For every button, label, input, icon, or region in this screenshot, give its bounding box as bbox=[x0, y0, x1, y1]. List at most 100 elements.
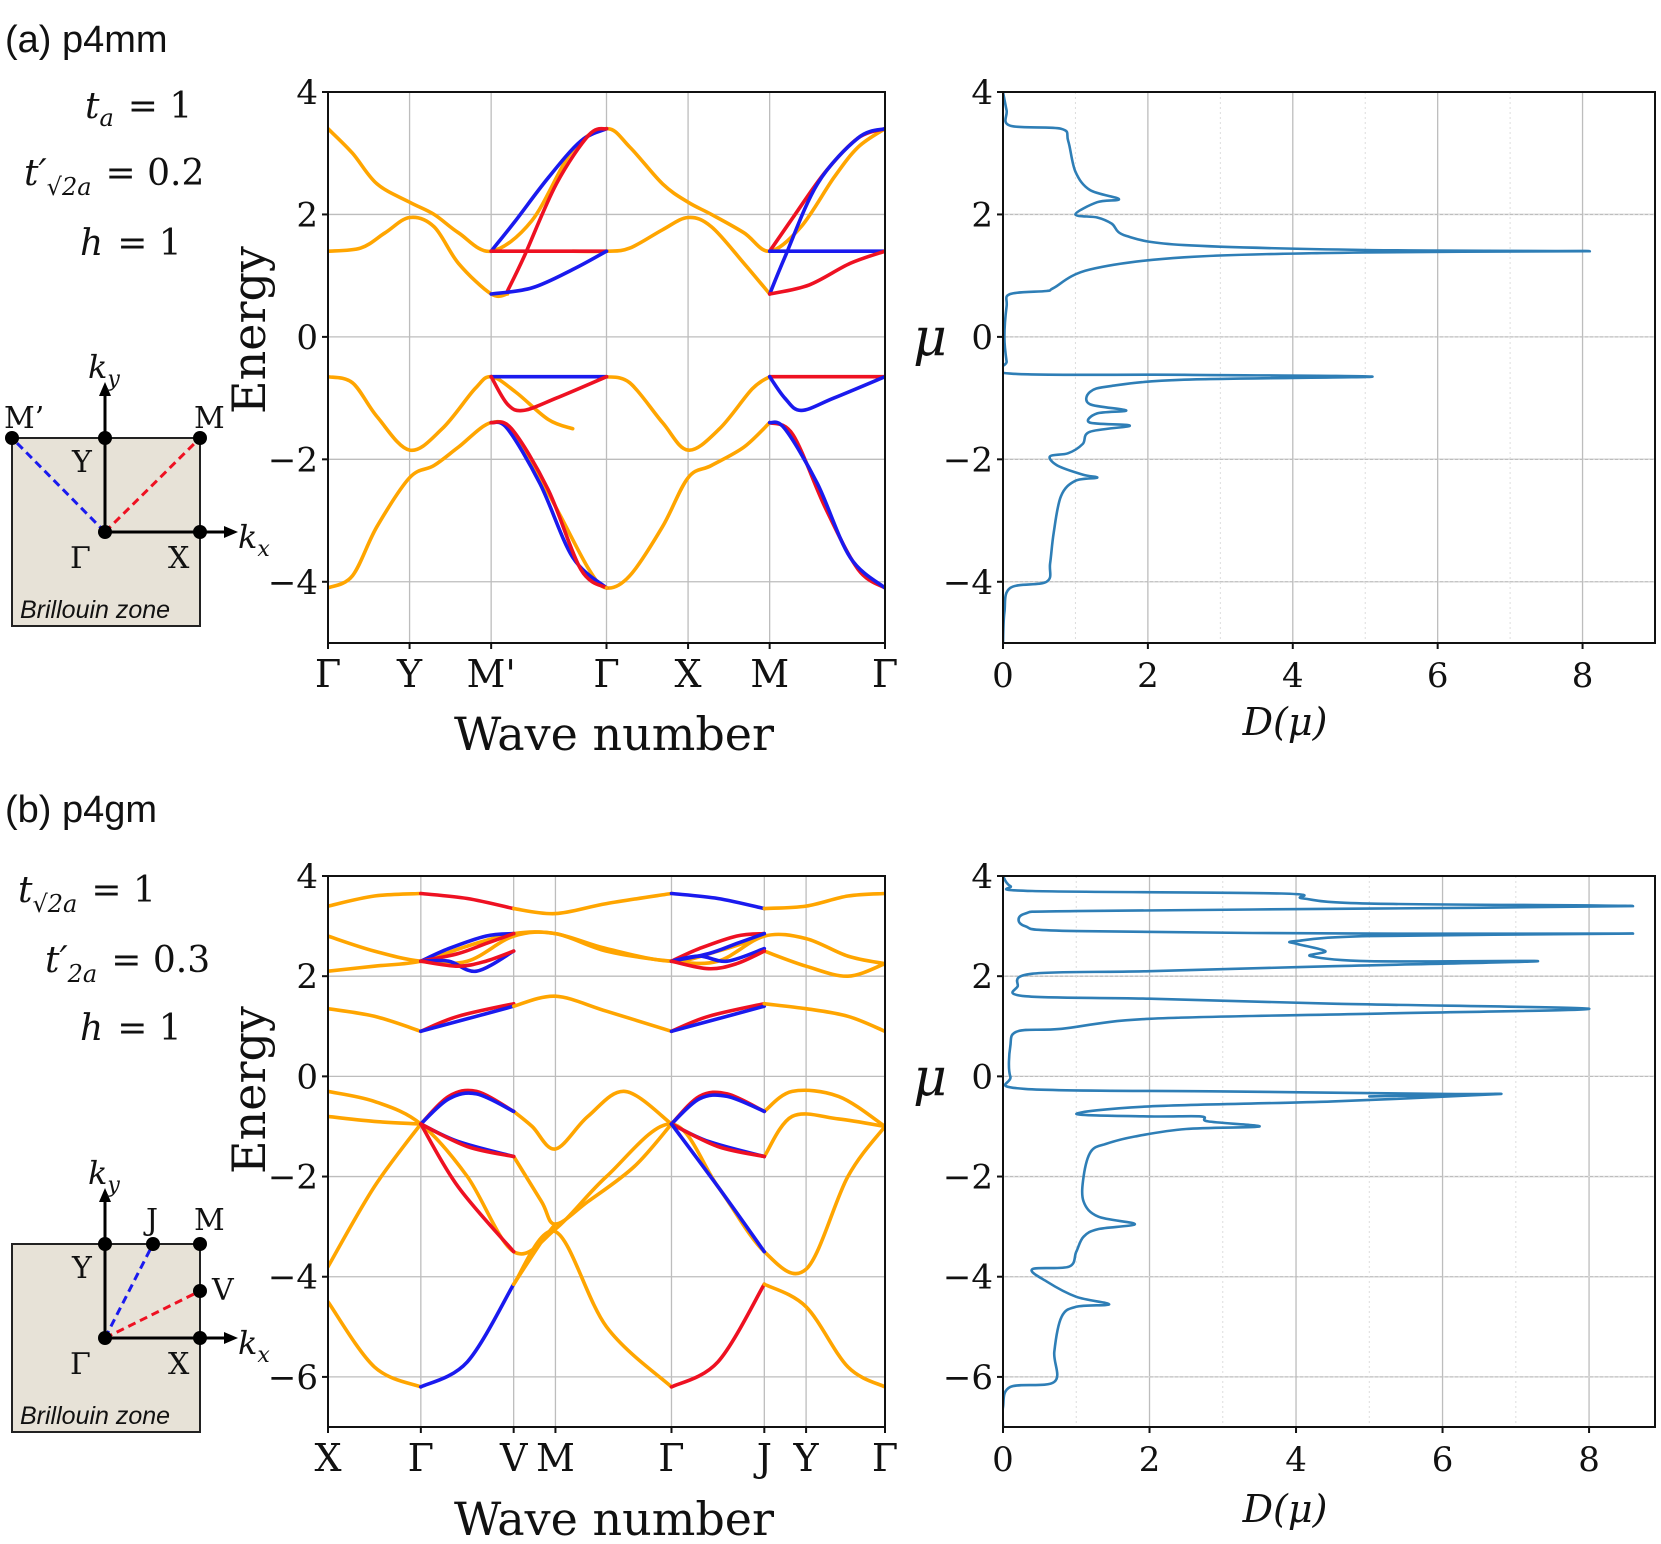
bz-a-kx-arrow bbox=[224, 526, 238, 538]
b-bands-ytick-label: 2 bbox=[296, 957, 318, 997]
b-dos-xtick-label: 6 bbox=[1432, 1440, 1454, 1480]
b-bands-kpoint-label: Γ bbox=[658, 1436, 684, 1480]
bz-a-kx-label: kx bbox=[238, 518, 270, 562]
param-a-2: t′√2a = 0.2 bbox=[24, 153, 204, 201]
a-dos-ytick-label: −2 bbox=[943, 440, 993, 480]
b-bands-ytick-label: −6 bbox=[268, 1358, 318, 1398]
a-bands-series-group bbox=[328, 126, 885, 590]
b-bands-series-39 bbox=[669, 1122, 767, 1254]
bz-b-red-path bbox=[104, 1289, 201, 1340]
b-dos-xtick-label: 8 bbox=[1578, 1440, 1600, 1480]
param-b-3: h = 1 bbox=[80, 1008, 182, 1049]
a-bands-kpoint-label: Γ bbox=[315, 652, 341, 696]
b-bands-series-21 bbox=[669, 1004, 767, 1034]
bz-a-ky-label: ky bbox=[88, 348, 120, 392]
bz-a-ky-arrow bbox=[99, 382, 111, 396]
b-bands-series-31 bbox=[419, 1091, 516, 1126]
bz-a-label-gamma: Γ bbox=[70, 541, 91, 576]
a-bands-series-17 bbox=[767, 374, 885, 413]
b-bands-xlabel: Wave number bbox=[454, 1492, 774, 1544]
b-bands-series-36 bbox=[669, 1093, 767, 1126]
param-a-1: ta = 1 bbox=[85, 86, 192, 132]
dos-chart-a: −4 −2 0 2 4 0 2 4 6 8 D(μ) μ bbox=[913, 73, 1656, 744]
a-dos-plot-area bbox=[1003, 92, 1655, 643]
a-bands-series-6 bbox=[489, 249, 609, 296]
b-bands-frame bbox=[327, 875, 886, 1428]
a-dos-xtick-label: 0 bbox=[992, 656, 1014, 696]
band-structure-chart-a: −4 −2 0 2 4 Γ Y M' Γ X M Γ Wave number Energy bbox=[222, 73, 898, 761]
bz-b-point-m bbox=[193, 1237, 207, 1251]
bz-b-label-j: J bbox=[143, 1203, 158, 1238]
a-dos-xtick-label: 2 bbox=[1137, 656, 1159, 696]
b-dos-frame bbox=[1002, 875, 1656, 1428]
bz-b-label-m: M bbox=[194, 1203, 225, 1238]
b-bands-series-1 bbox=[419, 891, 516, 911]
b-bands-series-43 bbox=[669, 1282, 767, 1389]
b-bands-series-16 bbox=[328, 1006, 423, 1034]
a-dos-xlabel: D(μ) bbox=[1242, 700, 1328, 744]
panel-b-label: (b) p4gm bbox=[5, 789, 157, 831]
b-bands-series-33 bbox=[419, 1122, 516, 1159]
a-bands-series-9 bbox=[767, 126, 885, 296]
b-dos-ytick-label: 2 bbox=[971, 957, 993, 997]
b-bands-series-29 bbox=[762, 1112, 885, 1159]
a-bands-series-5 bbox=[505, 126, 609, 293]
b-dos-series-group bbox=[1003, 876, 1635, 1427]
b-dos-ylabel: μ bbox=[913, 1048, 947, 1108]
bz-b-label-gamma: Γ bbox=[70, 1347, 91, 1382]
a-bands-series-19 bbox=[489, 420, 609, 590]
b-bands-series-14 bbox=[669, 946, 767, 964]
b-bands-kpoint-label: V bbox=[499, 1436, 528, 1480]
b-dos-ytick-label: −2 bbox=[943, 1158, 993, 1198]
a-bands-series-10 bbox=[767, 249, 885, 296]
b-bands-series-24 bbox=[328, 1114, 423, 1126]
bz-a-point-m bbox=[193, 431, 207, 445]
a-dos-xtick-label: 4 bbox=[1282, 656, 1304, 696]
a-bands-ytick-label: −4 bbox=[268, 563, 318, 603]
b-bands-series-25 bbox=[328, 1122, 423, 1269]
b-bands-series-45 bbox=[511, 1222, 558, 1286]
dos-chart-b: −6 −4 −2 0 2 4 0 2 4 6 8 D(μ) μ bbox=[913, 857, 1656, 1531]
a-bands-kpoint-label: M bbox=[750, 652, 789, 696]
param-a-3: h = 1 bbox=[80, 223, 182, 264]
b-dos-ytick-label: 0 bbox=[971, 1057, 993, 1097]
b-bands-kpoint-label: Γ bbox=[408, 1436, 434, 1480]
brillouin-zone-a: M’ M Y Γ X ky kx Brillouin zone bbox=[4, 348, 270, 627]
b-bands-ytick-label: 4 bbox=[296, 857, 318, 897]
b-bands-kpoint-label: Γ bbox=[872, 1436, 898, 1480]
b-bands-series-26 bbox=[511, 1089, 674, 1151]
a-bands-series-20 bbox=[767, 420, 885, 590]
a-bands-ytick-label: −2 bbox=[268, 440, 318, 480]
b-bands-series-22 bbox=[762, 1001, 885, 1034]
b-dos-xlabel: D(μ) bbox=[1242, 1487, 1328, 1531]
b-bands-series-41 bbox=[419, 1282, 516, 1389]
a-dos-ytick-label: −4 bbox=[943, 563, 993, 603]
b-bands-series-42 bbox=[511, 1229, 674, 1389]
b-dos-ytick-label: −6 bbox=[943, 1358, 993, 1398]
bz-a-label-y: Y bbox=[71, 445, 93, 480]
a-bands-series-1 bbox=[328, 215, 510, 299]
panel-a-params: ta = 1 t′√2a = 0.2 h = 1 bbox=[24, 86, 204, 264]
band-structure-chart-b: −6 −4 −2 0 2 4 X Γ V M Γ J Y Γ Wave number Energy bbox=[222, 857, 898, 1544]
b-bands-kpoint-label: M bbox=[536, 1436, 575, 1480]
b-bands-series-44 bbox=[762, 1282, 885, 1389]
bz-b-label-y: Y bbox=[71, 1251, 93, 1286]
b-bands-series-group bbox=[328, 891, 885, 1389]
b-bands-series-19 bbox=[511, 994, 674, 1034]
b-bands-series-8 bbox=[419, 931, 516, 963]
a-bands-ytick-label: 0 bbox=[296, 318, 318, 358]
bz-b-kx-arrow bbox=[224, 1332, 238, 1344]
b-dos-xtick-label: 4 bbox=[1285, 1440, 1307, 1480]
b-bands-series-12 bbox=[669, 931, 767, 963]
b-bands-series-11 bbox=[419, 949, 516, 968]
b-bands-kpoint-label: Y bbox=[793, 1436, 820, 1480]
b-bands-series-0 bbox=[328, 891, 423, 908]
a-bands-series-21 bbox=[767, 420, 885, 590]
a-bands-kpoint-label: M' bbox=[466, 652, 515, 696]
bz-b-point-x bbox=[193, 1331, 207, 1345]
b-bands-series-9 bbox=[419, 931, 516, 963]
param-b-1: t√2a = 1 bbox=[18, 870, 156, 918]
b-bands-series-15 bbox=[669, 949, 767, 971]
bz-a-point-y bbox=[98, 431, 112, 445]
b-bands-series-7 bbox=[762, 949, 885, 979]
